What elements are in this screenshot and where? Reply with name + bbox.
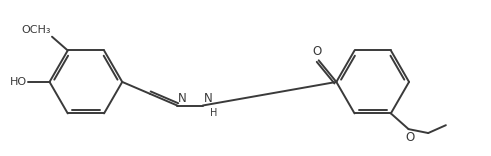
Text: N: N [204, 92, 213, 105]
Text: H: H [210, 108, 217, 118]
Text: OCH₃: OCH₃ [22, 25, 51, 35]
Text: N: N [178, 92, 187, 105]
Text: O: O [312, 45, 321, 58]
Text: O: O [405, 131, 414, 144]
Text: HO: HO [10, 77, 27, 87]
